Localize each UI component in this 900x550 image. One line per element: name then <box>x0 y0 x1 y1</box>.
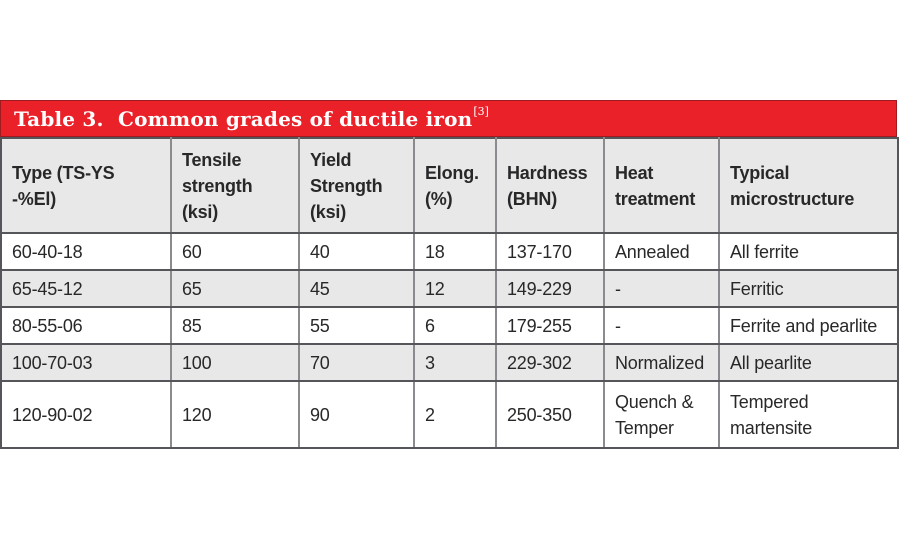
cell-yield: 55 <box>298 306 415 345</box>
cell-type: 60-40-18 <box>0 232 172 271</box>
table-title: Table 3. Common grades of ductile iron <box>14 106 473 131</box>
cell-elongation: 2 <box>413 380 497 449</box>
cell-heat-treatment: Normalized <box>603 343 720 382</box>
cell-tensile: 60 <box>170 232 300 271</box>
cell-type: 100-70-03 <box>0 343 172 382</box>
table-row: 100-70-03 100 70 3 229-302 Normalized Al… <box>0 343 899 382</box>
ductile-iron-grades-table: Table 3. Common grades of ductile iron [3… <box>0 100 899 449</box>
grades-table: Type (TS-YS -%El) Tensile strength (ksi)… <box>0 137 899 449</box>
table-row: 80-55-06 85 55 6 179-255 - Ferrite and p… <box>0 306 899 345</box>
column-header-type: Type (TS-YS -%El) <box>0 137 172 234</box>
cell-microstructure: Tempered martensite <box>718 380 899 449</box>
column-header-hardness: Hardness (BHN) <box>495 137 605 234</box>
cell-tensile: 85 <box>170 306 300 345</box>
cell-yield: 40 <box>298 232 415 271</box>
cell-elongation: 6 <box>413 306 497 345</box>
cell-heat-treatment: - <box>603 269 720 308</box>
cell-elongation: 3 <box>413 343 497 382</box>
cell-elongation: 18 <box>413 232 497 271</box>
table-title-citation: [3] <box>473 105 489 118</box>
cell-tensile: 65 <box>170 269 300 308</box>
cell-hardness: 179-255 <box>495 306 605 345</box>
cell-tensile: 120 <box>170 380 300 449</box>
cell-tensile: 100 <box>170 343 300 382</box>
cell-heat-treatment: Annealed <box>603 232 720 271</box>
cell-yield: 45 <box>298 269 415 308</box>
header-row: Type (TS-YS -%El) Tensile strength (ksi)… <box>0 137 899 234</box>
column-header-yield-strength: Yield Strength (ksi) <box>298 137 415 234</box>
table-row: 65-45-12 65 45 12 149-229 - Ferritic <box>0 269 899 308</box>
column-header-elongation: Elong. (%) <box>413 137 497 234</box>
table-row: 60-40-18 60 40 18 137-170 Annealed All f… <box>0 232 899 271</box>
cell-hardness: 229-302 <box>495 343 605 382</box>
cell-microstructure: All ferrite <box>718 232 899 271</box>
cell-hardness: 250-350 <box>495 380 605 449</box>
cell-elongation: 12 <box>413 269 497 308</box>
column-header-heat-treatment: Heat treatment <box>603 137 720 234</box>
cell-yield: 70 <box>298 343 415 382</box>
cell-heat-treatment: - <box>603 306 720 345</box>
cell-type: 120-90-02 <box>0 380 172 449</box>
cell-microstructure: All pearlite <box>718 343 899 382</box>
cell-microstructure: Ferritic <box>718 269 899 308</box>
column-header-tensile-strength: Tensile strength (ksi) <box>170 137 300 234</box>
table-row: 120-90-02 120 90 2 250-350 Quench & Temp… <box>0 380 899 449</box>
cell-heat-treatment: Quench & Temper <box>603 380 720 449</box>
cell-hardness: 137-170 <box>495 232 605 271</box>
table-title-banner: Table 3. Common grades of ductile iron [3… <box>0 100 897 137</box>
cell-type: 80-55-06 <box>0 306 172 345</box>
cell-type: 65-45-12 <box>0 269 172 308</box>
column-header-microstructure: Typical microstructure <box>718 137 899 234</box>
cell-hardness: 149-229 <box>495 269 605 308</box>
cell-yield: 90 <box>298 380 415 449</box>
cell-microstructure: Ferrite and pearlite <box>718 306 899 345</box>
